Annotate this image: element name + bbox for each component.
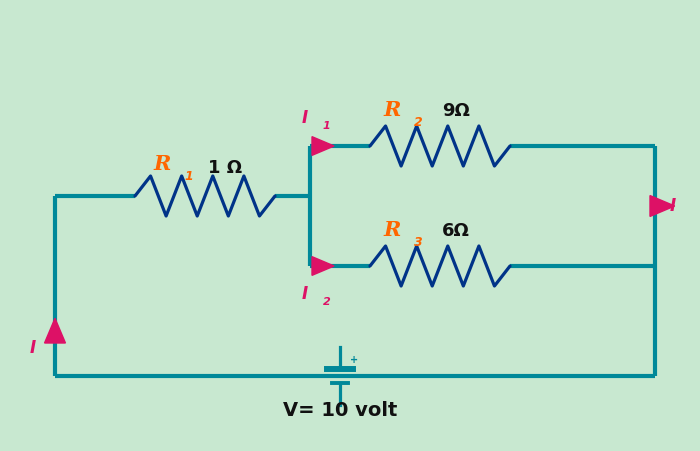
- Text: 6Ω: 6Ω: [442, 222, 470, 240]
- Text: I: I: [670, 197, 676, 215]
- Polygon shape: [650, 196, 675, 216]
- Text: R: R: [384, 220, 400, 240]
- Text: R: R: [153, 154, 171, 174]
- Text: 2: 2: [414, 115, 423, 129]
- Text: I: I: [302, 109, 308, 127]
- Text: R: R: [384, 100, 400, 120]
- Text: 1 Ω: 1 Ω: [208, 159, 242, 177]
- Text: 2: 2: [323, 297, 330, 307]
- Polygon shape: [312, 137, 334, 155]
- Polygon shape: [312, 257, 334, 276]
- Text: 3: 3: [414, 235, 423, 249]
- Text: I: I: [30, 339, 36, 357]
- Text: V= 10 volt: V= 10 volt: [283, 401, 397, 420]
- Text: 9Ω: 9Ω: [442, 102, 470, 120]
- Text: 1: 1: [323, 121, 330, 131]
- Polygon shape: [45, 318, 66, 343]
- Text: 1: 1: [184, 170, 192, 183]
- Text: +: +: [350, 355, 358, 365]
- Text: I: I: [302, 285, 308, 303]
